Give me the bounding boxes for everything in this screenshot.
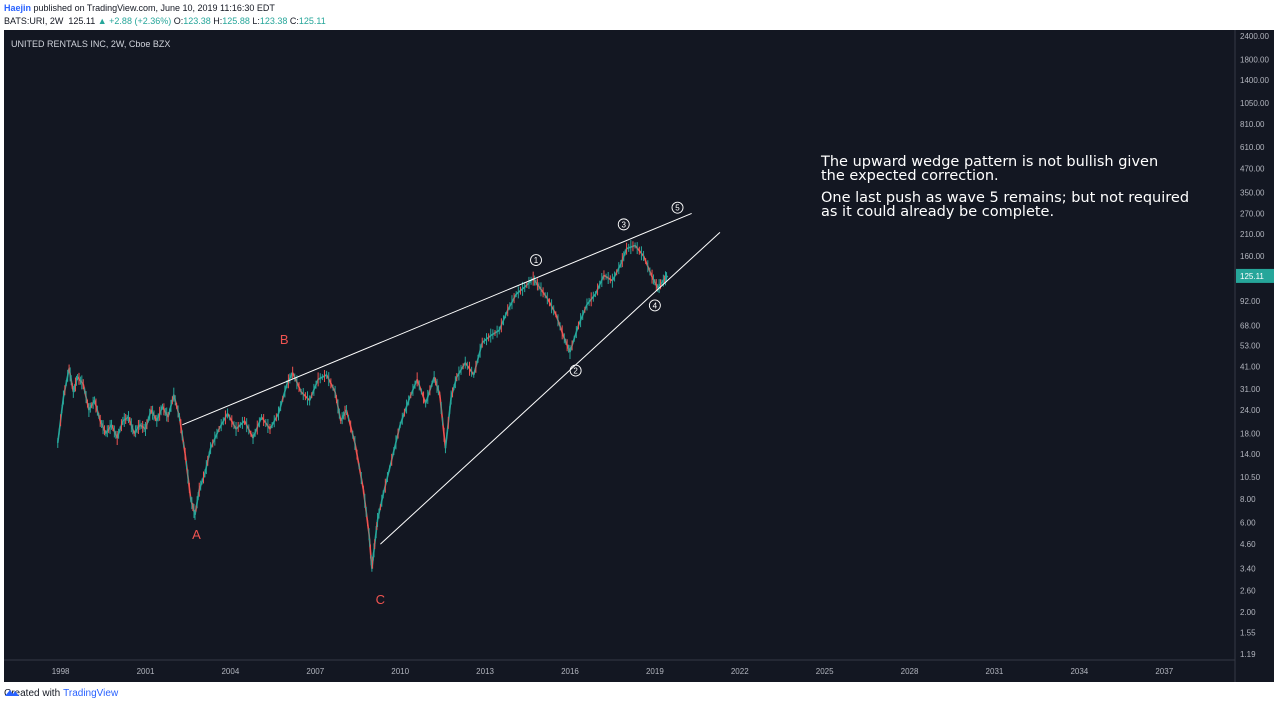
wave-letter-a: A (192, 527, 201, 542)
y-tick-label: 31.00 (1240, 385, 1261, 394)
x-tick-label: 2010 (391, 667, 409, 676)
x-tick-label: 2022 (731, 667, 749, 676)
wave-number: 1 (534, 256, 539, 265)
x-tick-label: 2034 (1070, 667, 1088, 676)
y-tick-label: 1.19 (1240, 650, 1256, 659)
x-tick-label: 2004 (221, 667, 239, 676)
last-price-tag (1236, 268, 1274, 283)
last-price-label: 125.11 (1240, 272, 1264, 281)
publish-info: Haejin published on TradingView.com, Jun… (4, 3, 275, 13)
x-tick-label: 2028 (901, 667, 919, 676)
symbol-label: BATS:URI, 2W (4, 16, 64, 26)
wedge-trendline (380, 231, 721, 545)
up-arrow-icon: ▲ (97, 16, 107, 26)
wave-marker-2: 2 (569, 364, 582, 377)
y-tick-label: 1.55 (1240, 629, 1256, 638)
wave-circle (648, 299, 661, 312)
wave-circle (617, 218, 630, 231)
y-tick-label: 18.00 (1240, 429, 1261, 438)
analysis-note-line: as it could already be complete. (821, 204, 1054, 220)
footer: Created with TradingView (4, 688, 118, 699)
y-tick-label: 210.00 (1240, 230, 1265, 239)
x-tick-label: 2019 (646, 667, 664, 676)
y-tick-label: 8.00 (1240, 495, 1256, 504)
y-tick-label: 1800.00 (1240, 55, 1269, 64)
low-label: L: (252, 16, 260, 26)
x-tick-label: 2016 (561, 667, 579, 676)
close-value: 125.11 (298, 16, 326, 26)
chart-area[interactable]: UNITED RENTALS INC, 2W, Cboe BZX 2400.00 1… (4, 30, 1274, 682)
y-tick-label: 2400.00 (1240, 32, 1269, 41)
wave-marker-5: 5 (671, 201, 684, 214)
wave-circle (569, 364, 582, 377)
analysis-note-line: the expected correction. (821, 168, 999, 184)
wave-number: 5 (675, 204, 680, 213)
quote-line: BATS:URI, 2W 125.11 ▲ +2.88 (+2.36%) O:1… (4, 16, 326, 26)
y-tick-label: 92.00 (1240, 297, 1261, 306)
y-tick-label: 4.60 (1240, 540, 1256, 549)
x-tick-label: 2037 (1155, 667, 1173, 676)
wave-letter-b: B (280, 332, 289, 347)
y-tick-label: 470.00 (1240, 164, 1265, 173)
last-price: 125.11 (68, 16, 96, 26)
open-value: 123.38 (183, 16, 211, 26)
y-tick-label: 270.00 (1240, 209, 1265, 218)
price-change: +2.88 (+2.36%) (109, 16, 172, 26)
x-tick-label: 2025 (816, 667, 834, 676)
y-tick-label: 41.00 (1240, 363, 1261, 372)
created-with-label: Created with (4, 688, 61, 699)
y-tick-label: 160.00 (1240, 252, 1265, 261)
y-tick-label: 1400.00 (1240, 76, 1269, 85)
high-value: 125.88 (222, 16, 250, 26)
x-tick-label: 2007 (306, 667, 324, 676)
y-tick-label: 810.00 (1240, 120, 1265, 129)
wave-marker-1: 1 (530, 254, 542, 267)
analysis-note-line: One last push as wave 5 remains; but not… (821, 190, 1189, 206)
price-chart[interactable]: UNITED RENTALS INC, 2W, Cboe BZX 2400.00 1… (4, 30, 1274, 682)
y-tick-label: 2.60 (1240, 587, 1256, 596)
author-link[interactable]: Haejin (4, 3, 32, 13)
y-tick-label: 53.00 (1240, 342, 1261, 351)
wave-letter-c: C (376, 592, 385, 607)
y-tick-label: 350.00 (1240, 188, 1265, 197)
y-tick-label: 14.00 (1240, 450, 1261, 459)
high-label: H: (213, 16, 223, 26)
y-tick-label: 1050.00 (1240, 99, 1269, 108)
wave-marker-3: 3 (617, 218, 630, 231)
close-label: C: (289, 16, 299, 26)
x-tick-label: 2031 (986, 667, 1004, 676)
wave-circle (671, 201, 684, 214)
chart-title: UNITED RENTALS INC, 2W, Cboe BZX (11, 39, 170, 49)
low-value: 123.38 (259, 16, 288, 26)
tradingview-brand-link[interactable]: TradingView (63, 688, 119, 699)
y-tick-label: 3.40 (1240, 565, 1256, 574)
analysis-note-line: The upward wedge pattern is not bullish … (820, 154, 1158, 170)
x-tick-label: 1998 (52, 667, 70, 676)
wave-circle (530, 254, 542, 267)
y-tick-label: 10.50 (1240, 473, 1261, 482)
x-tick-label: 2013 (476, 667, 494, 676)
y-tick-label: 2.00 (1240, 608, 1256, 617)
tradingview-logo-icon (5, 690, 19, 696)
wedge-trendline (182, 212, 692, 426)
y-tick-label: 68.00 (1240, 321, 1261, 330)
y-tick-label: 24.00 (1240, 406, 1261, 415)
wave-number: 2 (573, 367, 578, 376)
wave-number: 4 (653, 301, 658, 310)
published-text: published on TradingView.com, June 10, 2… (33, 3, 275, 13)
x-tick-label: 2001 (137, 667, 155, 676)
wave-marker-4: 4 (648, 299, 661, 312)
open-label: O: (173, 16, 184, 26)
y-tick-label: 6.00 (1240, 519, 1256, 528)
y-tick-label: 610.00 (1240, 143, 1265, 152)
wave-number: 3 (622, 220, 627, 229)
